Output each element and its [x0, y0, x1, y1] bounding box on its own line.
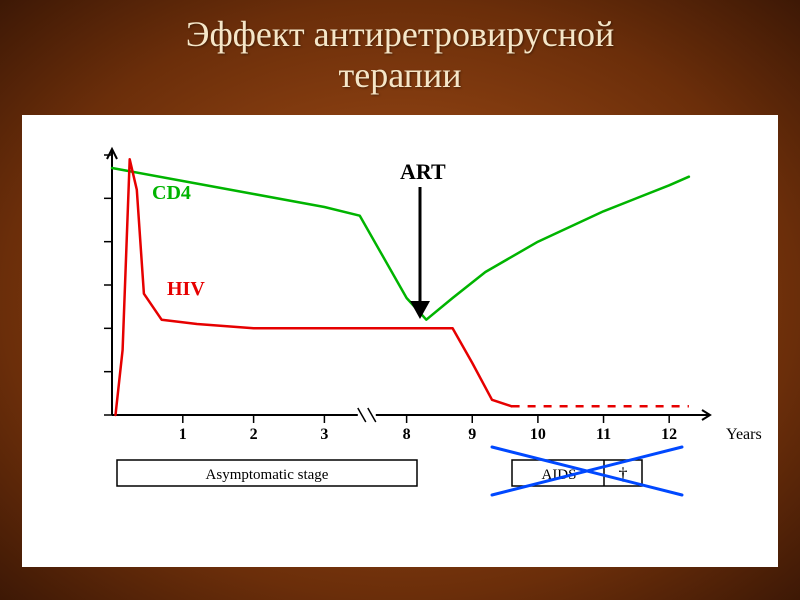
label-hiv: HIV	[167, 278, 205, 300]
svg-text:2: 2	[250, 426, 258, 443]
stage-asymptomatic-label: Asymptomatic stage	[206, 467, 329, 483]
chart-svg: 12389101112YearsCD4HIVARTAsymptomatic st…	[22, 115, 778, 567]
svg-text:9: 9	[468, 426, 476, 443]
svg-text:1: 1	[179, 426, 187, 443]
label-cd4: CD4	[152, 182, 191, 204]
svg-text:Years: Years	[726, 426, 762, 443]
svg-text:12: 12	[661, 426, 677, 443]
svg-text:8: 8	[403, 426, 411, 443]
chart-panel: 12389101112YearsCD4HIVARTAsymptomatic st…	[22, 115, 778, 567]
label-art: ART	[400, 159, 446, 184]
svg-text:11: 11	[596, 426, 611, 443]
art-arrowhead	[410, 301, 430, 319]
slide-title: Эффект антиретровирусной терапии	[0, 0, 800, 97]
svg-text:10: 10	[530, 426, 546, 443]
title-line2: терапии	[338, 55, 461, 95]
svg-text:3: 3	[320, 426, 328, 443]
title-line1: Эффект антиретровирусной	[186, 14, 615, 54]
